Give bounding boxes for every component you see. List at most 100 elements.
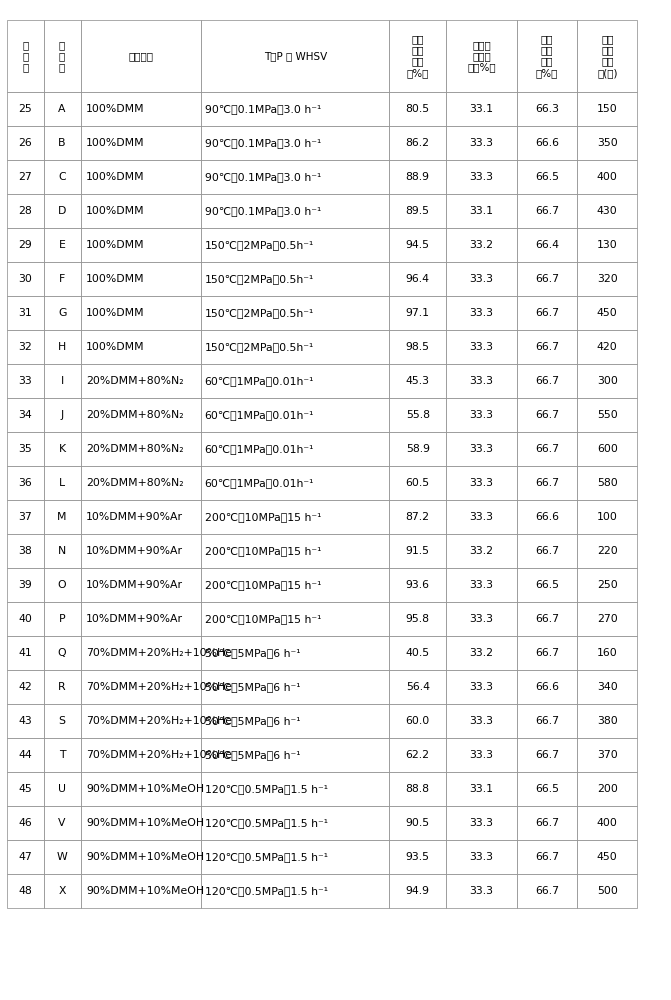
Text: 90℃、0.1MPa、3.0 h⁻¹: 90℃、0.1MPa、3.0 h⁻¹ — [205, 138, 321, 148]
Text: 33.2: 33.2 — [470, 648, 493, 658]
Bar — [201, 92, 389, 126]
Text: 33.3: 33.3 — [470, 886, 493, 896]
Text: 380: 380 — [597, 716, 617, 726]
Bar — [389, 398, 446, 432]
Text: 400: 400 — [597, 172, 618, 182]
Bar — [44, 432, 81, 466]
Bar — [517, 398, 577, 432]
Bar — [517, 568, 577, 602]
Bar — [201, 160, 389, 194]
Bar — [577, 126, 637, 160]
Text: 60℃、1MPa、0.01h⁻¹: 60℃、1MPa、0.01h⁻¹ — [205, 478, 314, 488]
Text: 120℃、0.5MPa、1.5 h⁻¹: 120℃、0.5MPa、1.5 h⁻¹ — [205, 886, 327, 896]
Bar — [44, 840, 81, 874]
Text: 95.8: 95.8 — [406, 614, 429, 624]
Text: 33.1: 33.1 — [470, 104, 493, 114]
Text: 88.8: 88.8 — [406, 784, 429, 794]
Bar — [44, 704, 81, 738]
Text: 450: 450 — [597, 308, 617, 318]
Text: 33.3: 33.3 — [470, 818, 493, 828]
Bar — [517, 296, 577, 330]
Text: 200℃、10MPa、15 h⁻¹: 200℃、10MPa、15 h⁻¹ — [205, 614, 321, 624]
Text: 66.7: 66.7 — [535, 648, 559, 658]
Bar — [577, 296, 637, 330]
Bar — [446, 20, 517, 92]
Text: 90%DMM+10%MeOH: 90%DMM+10%MeOH — [86, 886, 204, 896]
Text: 60.5: 60.5 — [406, 478, 429, 488]
Bar — [7, 738, 44, 772]
Text: 320: 320 — [597, 274, 617, 284]
Bar — [577, 636, 637, 670]
Bar — [201, 704, 389, 738]
Text: W: W — [56, 852, 68, 862]
Bar — [577, 330, 637, 364]
Bar — [201, 262, 389, 296]
Text: X: X — [58, 886, 66, 896]
Bar — [517, 602, 577, 636]
Text: 80.5: 80.5 — [406, 104, 429, 114]
Text: 10%DMM+90%Ar: 10%DMM+90%Ar — [86, 546, 183, 556]
Bar — [389, 364, 446, 398]
Text: I: I — [60, 376, 64, 386]
Text: 66.6: 66.6 — [535, 682, 559, 692]
Bar — [446, 126, 517, 160]
Text: 70%DMM+20%H₂+10%He: 70%DMM+20%H₂+10%He — [86, 750, 232, 760]
Text: 39: 39 — [18, 580, 32, 590]
Bar — [517, 330, 577, 364]
Bar — [517, 500, 577, 534]
Text: 66.6: 66.6 — [535, 512, 559, 522]
Bar — [7, 500, 44, 534]
Text: 150℃、2MPa、0.5h⁻¹: 150℃、2MPa、0.5h⁻¹ — [205, 240, 314, 250]
Text: 340: 340 — [597, 682, 617, 692]
Text: 47: 47 — [18, 852, 32, 862]
Text: M: M — [57, 512, 67, 522]
Bar — [446, 92, 517, 126]
Bar — [81, 432, 201, 466]
Bar — [7, 602, 44, 636]
Bar — [577, 670, 637, 704]
Bar — [81, 534, 201, 568]
Text: 25: 25 — [18, 104, 32, 114]
Text: 66.7: 66.7 — [535, 886, 559, 896]
Bar — [44, 398, 81, 432]
Text: 27: 27 — [18, 172, 32, 182]
Text: 55.8: 55.8 — [406, 410, 429, 420]
Text: 37: 37 — [18, 512, 32, 522]
Bar — [446, 534, 517, 568]
Text: 34: 34 — [18, 410, 32, 420]
Bar — [389, 20, 446, 92]
Bar — [7, 126, 44, 160]
Bar — [201, 636, 389, 670]
Bar — [577, 568, 637, 602]
Bar — [517, 92, 577, 126]
Text: 实
施
例: 实 施 例 — [22, 40, 28, 72]
Text: 90℃、0.1MPa、3.0 h⁻¹: 90℃、0.1MPa、3.0 h⁻¹ — [205, 206, 321, 216]
Text: 86.2: 86.2 — [406, 138, 429, 148]
Bar — [7, 398, 44, 432]
Bar — [44, 330, 81, 364]
Bar — [577, 432, 637, 466]
Text: 100%DMM: 100%DMM — [86, 172, 144, 182]
Bar — [201, 194, 389, 228]
Bar — [81, 92, 201, 126]
Text: 66.7: 66.7 — [535, 206, 559, 216]
Text: 35: 35 — [18, 444, 32, 454]
Text: 580: 580 — [597, 478, 617, 488]
Text: 89.5: 89.5 — [406, 206, 429, 216]
Bar — [44, 806, 81, 840]
Bar — [201, 364, 389, 398]
Bar — [389, 840, 446, 874]
Text: 90℃、0.1MPa、3.0 h⁻¹: 90℃、0.1MPa、3.0 h⁻¹ — [205, 172, 321, 182]
Text: 33.3: 33.3 — [470, 478, 493, 488]
Bar — [389, 194, 446, 228]
Bar — [389, 670, 446, 704]
Bar — [389, 636, 446, 670]
Bar — [517, 670, 577, 704]
Text: 50℃、5MPa、6 h⁻¹: 50℃、5MPa、6 h⁻¹ — [205, 682, 300, 692]
Bar — [446, 194, 517, 228]
Text: 33: 33 — [18, 376, 32, 386]
Bar — [44, 20, 81, 92]
Bar — [7, 636, 44, 670]
Text: 94.5: 94.5 — [406, 240, 429, 250]
Bar — [446, 704, 517, 738]
